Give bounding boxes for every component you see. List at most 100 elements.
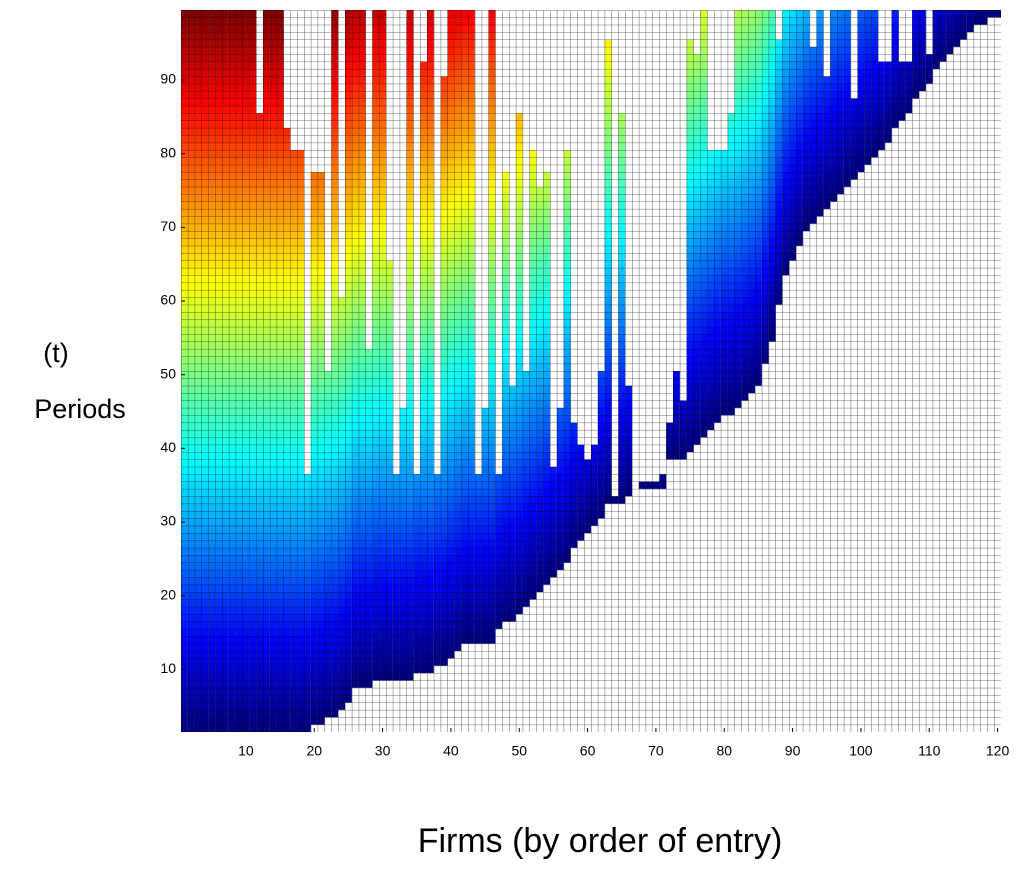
firm-column (980, 10, 988, 25)
firm-column (953, 10, 960, 47)
firm-column (748, 10, 755, 394)
x-tick-label: 80 (716, 743, 732, 759)
x-tick-label: 10 (238, 743, 254, 759)
firm-column (850, 98, 858, 180)
x-tick-label: 70 (648, 743, 664, 759)
firm-column (652, 481, 660, 489)
firm-column (420, 61, 427, 674)
firm-column (638, 481, 646, 489)
firm-column (966, 10, 974, 33)
firm-column (392, 474, 400, 681)
firm-column (584, 459, 591, 534)
firm-column (884, 61, 892, 143)
firm-column (427, 10, 434, 674)
firm-column (837, 10, 844, 195)
firm-column (618, 113, 626, 504)
firm-column (563, 149, 571, 563)
firm-column (891, 10, 899, 128)
y-tick-label: 30 (160, 513, 176, 529)
firm-column (290, 149, 298, 732)
firm-column (987, 10, 995, 18)
firm-column (939, 10, 947, 62)
firm-column (194, 10, 202, 732)
firm-column (802, 10, 810, 232)
firm-column (276, 10, 284, 732)
firm-column (625, 385, 632, 497)
firm-column (550, 466, 557, 578)
firm-column (741, 10, 749, 401)
firm-column (235, 10, 243, 732)
x-tick-label: 20 (306, 743, 322, 759)
firm-column (659, 474, 667, 489)
firm-column (864, 10, 872, 165)
firm-column (502, 172, 509, 622)
firm-column (973, 10, 981, 25)
firm-column (310, 172, 318, 725)
firm-column (796, 10, 803, 246)
firm-column (946, 10, 954, 55)
firm-column (461, 10, 468, 644)
firm-column (679, 400, 687, 460)
firm-column (666, 422, 673, 460)
firm-column (543, 172, 550, 585)
firm-column (597, 371, 605, 519)
firm-column (208, 10, 216, 732)
firm-column (440, 76, 448, 666)
y-axis-label: Periods (34, 394, 126, 424)
firm-column (406, 10, 414, 681)
firm-column (604, 39, 612, 504)
firm-column (222, 10, 229, 732)
firm-column (761, 10, 769, 364)
x-tick-label: 90 (785, 743, 801, 759)
y-tick-label: 60 (160, 292, 176, 308)
x-tick-label: 100 (849, 743, 873, 759)
firm-column (522, 371, 530, 607)
firm-column (297, 149, 304, 732)
firm-column (256, 113, 263, 732)
x-tick-label: 40 (443, 743, 459, 759)
x-tick-label: 50 (511, 743, 527, 759)
firm-column (871, 10, 878, 158)
firm-column (454, 10, 462, 651)
firm-column (700, 10, 708, 438)
firm-column (399, 407, 407, 681)
firm-column (693, 54, 701, 445)
firm-column (755, 10, 762, 386)
firm-column (269, 10, 277, 732)
y-tick-label: 90 (160, 71, 176, 87)
firm-column (932, 10, 940, 69)
firm-column (830, 10, 837, 202)
firm-column (714, 149, 721, 423)
firm-column (187, 10, 195, 732)
firm-column (686, 39, 694, 453)
firm-column (249, 10, 257, 732)
firm-column (215, 10, 222, 732)
firm-column (919, 10, 926, 92)
x-tick-label: 110 (918, 743, 941, 759)
firm-column (720, 149, 728, 416)
firm-column (481, 407, 489, 644)
firm-column (317, 172, 325, 725)
firm-column (324, 371, 332, 718)
x-tick-label: 30 (375, 743, 391, 759)
firm-column (529, 149, 537, 600)
firm-column (857, 10, 865, 173)
firm-column (331, 10, 339, 718)
firm-column (925, 54, 933, 84)
firm-column (386, 260, 393, 681)
firm-column (775, 39, 783, 305)
firm-column (611, 496, 619, 504)
firm-column (673, 371, 680, 460)
firm-column (878, 61, 885, 150)
y-tick-label: 10 (160, 660, 176, 676)
firm-column (509, 385, 516, 622)
firm-column (816, 10, 824, 217)
firm-column (379, 10, 386, 681)
firm-column (358, 10, 366, 688)
firm-column (782, 10, 790, 276)
x-tick-label: 120 (986, 743, 1010, 759)
y-axis-label: (t) (43, 338, 68, 368)
firm-column (556, 407, 564, 570)
firm-column (474, 474, 482, 644)
firm-column (228, 10, 236, 732)
